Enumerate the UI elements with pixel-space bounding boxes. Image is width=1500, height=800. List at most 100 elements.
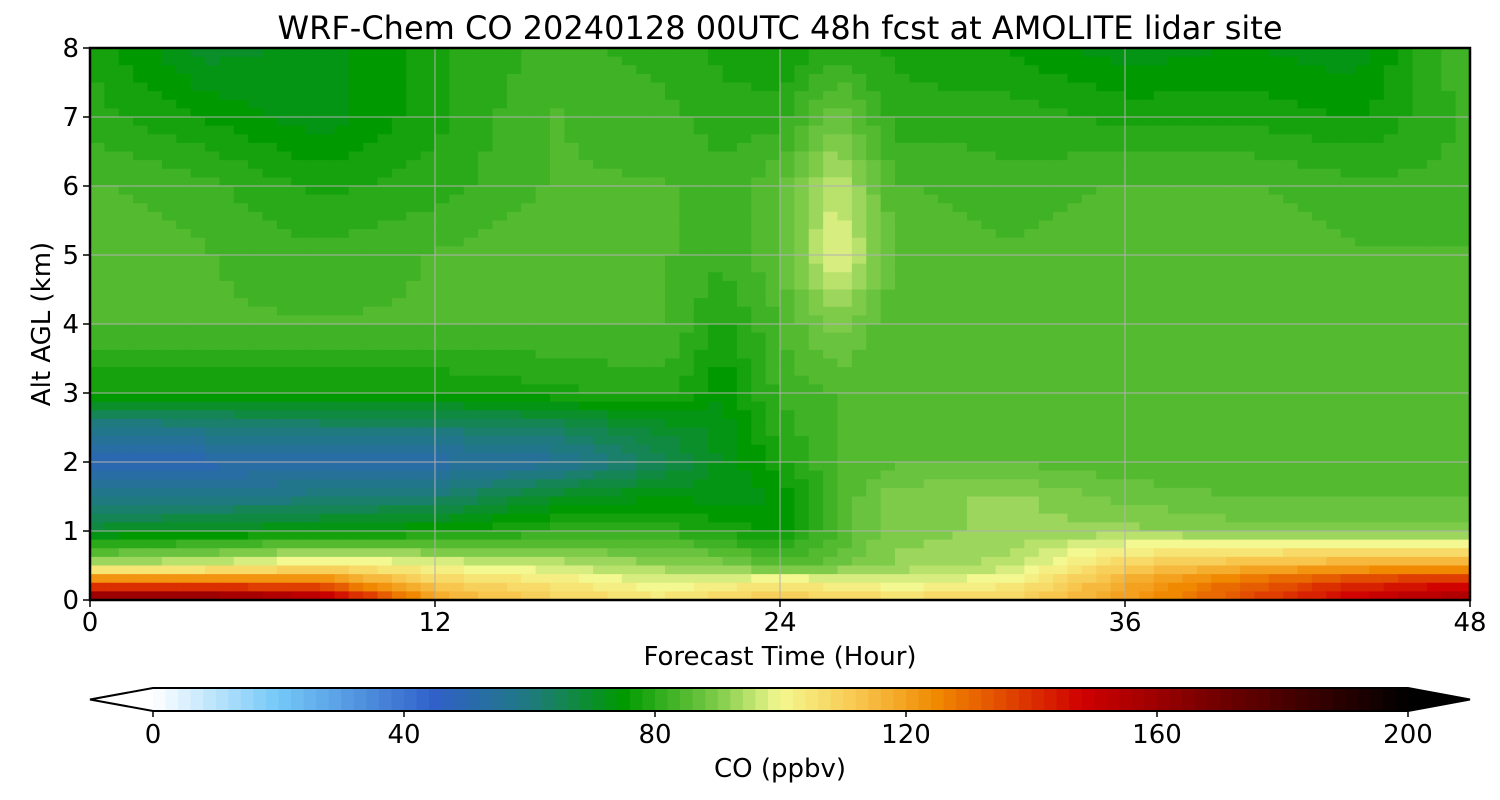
heatmap-cell bbox=[276, 203, 292, 213]
heatmap-cell bbox=[90, 237, 105, 247]
heatmap-field bbox=[90, 48, 1471, 601]
heatmap-cell bbox=[1067, 375, 1083, 385]
heatmap-cell bbox=[952, 444, 968, 454]
heatmap-cell bbox=[104, 496, 120, 506]
heatmap-cell bbox=[823, 470, 839, 480]
heatmap-cell bbox=[578, 393, 594, 403]
heatmap-cell bbox=[348, 168, 364, 178]
heatmap-cell bbox=[1254, 453, 1270, 463]
heatmap-cell bbox=[406, 341, 422, 351]
heatmap-cell bbox=[1340, 479, 1356, 489]
heatmap-cell bbox=[1326, 125, 1342, 135]
heatmap-cell bbox=[909, 375, 925, 385]
heatmap-cell bbox=[1398, 384, 1414, 394]
heatmap-cell bbox=[233, 410, 249, 420]
heatmap-cell bbox=[679, 91, 695, 101]
heatmap-cell bbox=[780, 211, 795, 222]
heatmap-cell bbox=[636, 229, 652, 239]
heatmap-cell bbox=[406, 237, 422, 247]
heatmap-cell bbox=[823, 393, 839, 403]
heatmap-cell bbox=[377, 237, 393, 247]
heatmap-cell bbox=[463, 125, 479, 135]
heatmap-cell bbox=[190, 91, 206, 101]
heatmap-cell bbox=[564, 91, 580, 101]
heatmap-cell bbox=[435, 315, 450, 325]
heatmap-cell bbox=[607, 272, 623, 282]
heatmap-cell bbox=[607, 142, 623, 153]
heatmap-cell bbox=[276, 401, 292, 411]
heatmap-cell bbox=[104, 479, 120, 489]
heatmap-cell bbox=[679, 142, 695, 153]
heatmap-cell bbox=[248, 134, 264, 144]
heatmap-cell bbox=[248, 418, 264, 429]
heatmap-cell bbox=[1182, 332, 1198, 342]
heatmap-cell bbox=[406, 65, 422, 75]
heatmap-cell bbox=[837, 99, 853, 109]
heatmap-cell bbox=[1441, 194, 1457, 204]
heatmap-cell bbox=[133, 401, 149, 411]
heatmap-cell bbox=[1455, 470, 1471, 480]
heatmap-cell bbox=[305, 237, 321, 247]
heatmap-cell bbox=[1110, 56, 1126, 66]
heatmap-cell bbox=[104, 324, 120, 334]
heatmap-cell bbox=[679, 306, 695, 316]
heatmap-cell bbox=[794, 280, 810, 291]
heatmap-cell bbox=[219, 237, 235, 247]
heatmap-cell bbox=[276, 479, 292, 489]
heatmap-cell bbox=[463, 194, 479, 204]
heatmap-cell bbox=[463, 91, 479, 101]
heatmap-cell bbox=[133, 134, 149, 144]
heatmap-cell bbox=[765, 56, 781, 66]
heatmap-cell bbox=[564, 280, 580, 291]
heatmap-cell bbox=[233, 56, 249, 66]
heatmap-cell bbox=[708, 168, 724, 178]
heatmap-cell bbox=[118, 211, 134, 222]
heatmap-cell bbox=[1441, 229, 1457, 239]
heatmap-cell bbox=[895, 203, 910, 213]
heatmap-cell bbox=[1398, 289, 1414, 299]
heatmap-cell bbox=[248, 203, 264, 213]
heatmap-cell bbox=[1182, 203, 1198, 213]
heatmap-cell bbox=[1182, 453, 1198, 463]
heatmap-cell bbox=[1355, 48, 1370, 58]
heatmap-cell bbox=[1369, 168, 1385, 178]
heatmap-cell bbox=[794, 211, 810, 222]
heatmap-cell bbox=[1426, 444, 1442, 454]
heatmap-cell bbox=[736, 487, 752, 498]
heatmap-cell bbox=[765, 306, 781, 316]
heatmap-cell bbox=[981, 56, 997, 66]
heatmap-cell bbox=[1412, 263, 1428, 273]
heatmap-cell bbox=[1412, 324, 1428, 334]
heatmap-cell bbox=[1139, 453, 1155, 463]
heatmap-cell bbox=[1369, 349, 1385, 360]
heatmap-cell bbox=[363, 470, 379, 480]
heatmap-cell bbox=[1240, 142, 1255, 153]
heatmap-cell bbox=[1412, 246, 1428, 256]
heatmap-cell bbox=[1283, 444, 1299, 454]
heatmap-cell bbox=[621, 427, 637, 437]
heatmap-cell bbox=[1125, 401, 1140, 411]
heatmap-cell bbox=[1067, 91, 1083, 101]
heatmap-cell bbox=[521, 332, 537, 342]
heatmap-cell bbox=[1182, 91, 1198, 101]
heatmap-cell bbox=[1412, 289, 1428, 299]
heatmap-cell bbox=[808, 280, 824, 291]
heatmap-cell bbox=[1297, 134, 1313, 144]
heatmap-cell bbox=[205, 168, 220, 178]
heatmap-cell bbox=[794, 410, 810, 420]
heatmap-cell bbox=[291, 220, 307, 230]
heatmap-cell bbox=[693, 125, 709, 135]
heatmap-cell bbox=[363, 82, 379, 92]
heatmap-cell bbox=[1311, 82, 1327, 92]
heatmap-cell bbox=[736, 125, 752, 135]
heatmap-cell bbox=[305, 453, 321, 463]
heatmap-cell bbox=[1412, 410, 1428, 420]
heatmap-cell bbox=[1441, 65, 1457, 75]
heatmap-cell bbox=[1196, 117, 1212, 127]
heatmap-cell bbox=[808, 470, 824, 480]
heatmap-cell bbox=[1283, 194, 1299, 204]
heatmap-cell bbox=[363, 289, 379, 299]
heatmap-cell bbox=[1283, 367, 1299, 377]
heatmap-cell bbox=[1254, 82, 1270, 92]
heatmap-cell bbox=[133, 298, 149, 308]
